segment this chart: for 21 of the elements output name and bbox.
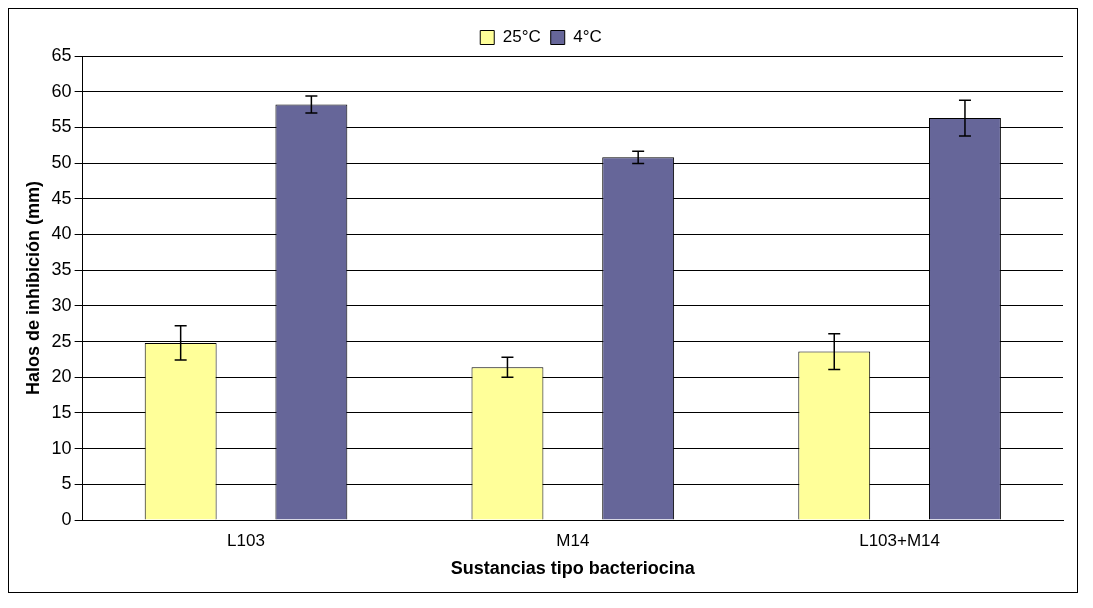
y-tick-label: 10	[51, 437, 72, 458]
x-tick-label: L103	[227, 530, 265, 550]
x-axis-title: Sustancias tipo bacteriocina	[450, 558, 696, 579]
y-axis-title: Halos de inhibición (mm)	[22, 180, 43, 396]
y-tick-label: 35	[51, 259, 72, 280]
y-tick-label: 50	[51, 152, 72, 173]
y-tick-label: 30	[51, 294, 72, 315]
y-tick-label: 40	[51, 223, 72, 244]
y-tick-label: 5	[61, 473, 72, 494]
y-tick-label: 0	[61, 508, 72, 529]
y-tick-label: 45	[51, 187, 72, 208]
y-tick-label: 55	[51, 116, 72, 137]
y-tick-label: 65	[51, 44, 72, 65]
y-tick-label: 15	[51, 401, 72, 422]
y-tick-label: 25	[51, 330, 72, 351]
x-tick-label: L103+M14	[859, 530, 941, 550]
y-tick-label: 60	[51, 80, 72, 101]
legend-label: 4°C	[573, 27, 602, 47]
y-tick-label: 20	[51, 366, 72, 387]
x-tick-label: M14	[556, 530, 590, 550]
legend-label: 25°C	[502, 27, 541, 47]
